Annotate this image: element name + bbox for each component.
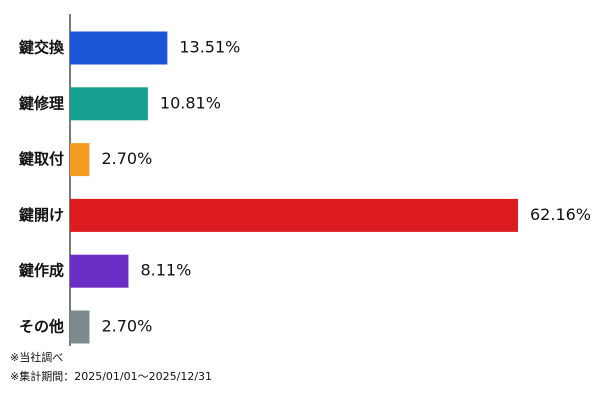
bar — [70, 254, 129, 288]
category-label: その他 — [19, 318, 64, 336]
category-label: 鍵作成 — [19, 262, 64, 280]
value-label: 10.81% — [160, 93, 221, 112]
note: ※当社調べ — [10, 350, 63, 364]
value-label: 13.51% — [179, 38, 240, 57]
bar — [70, 143, 90, 177]
bar — [70, 198, 518, 232]
category-label: 鍵取付 — [19, 150, 64, 168]
value-label: 2.70% — [101, 149, 152, 168]
category-label: 鍵修理 — [19, 94, 64, 112]
category-label: 鍵開け — [19, 206, 64, 224]
note: ※集計期間：2025/01/01～2025/12/31 — [10, 369, 212, 383]
value-label: 8.11% — [140, 261, 191, 280]
category-label: 鍵交換 — [19, 39, 65, 57]
bar — [70, 31, 168, 65]
bar — [70, 310, 90, 344]
bar — [70, 87, 148, 121]
value-label: 2.70% — [101, 317, 152, 336]
value-label: 62.16% — [530, 205, 591, 224]
